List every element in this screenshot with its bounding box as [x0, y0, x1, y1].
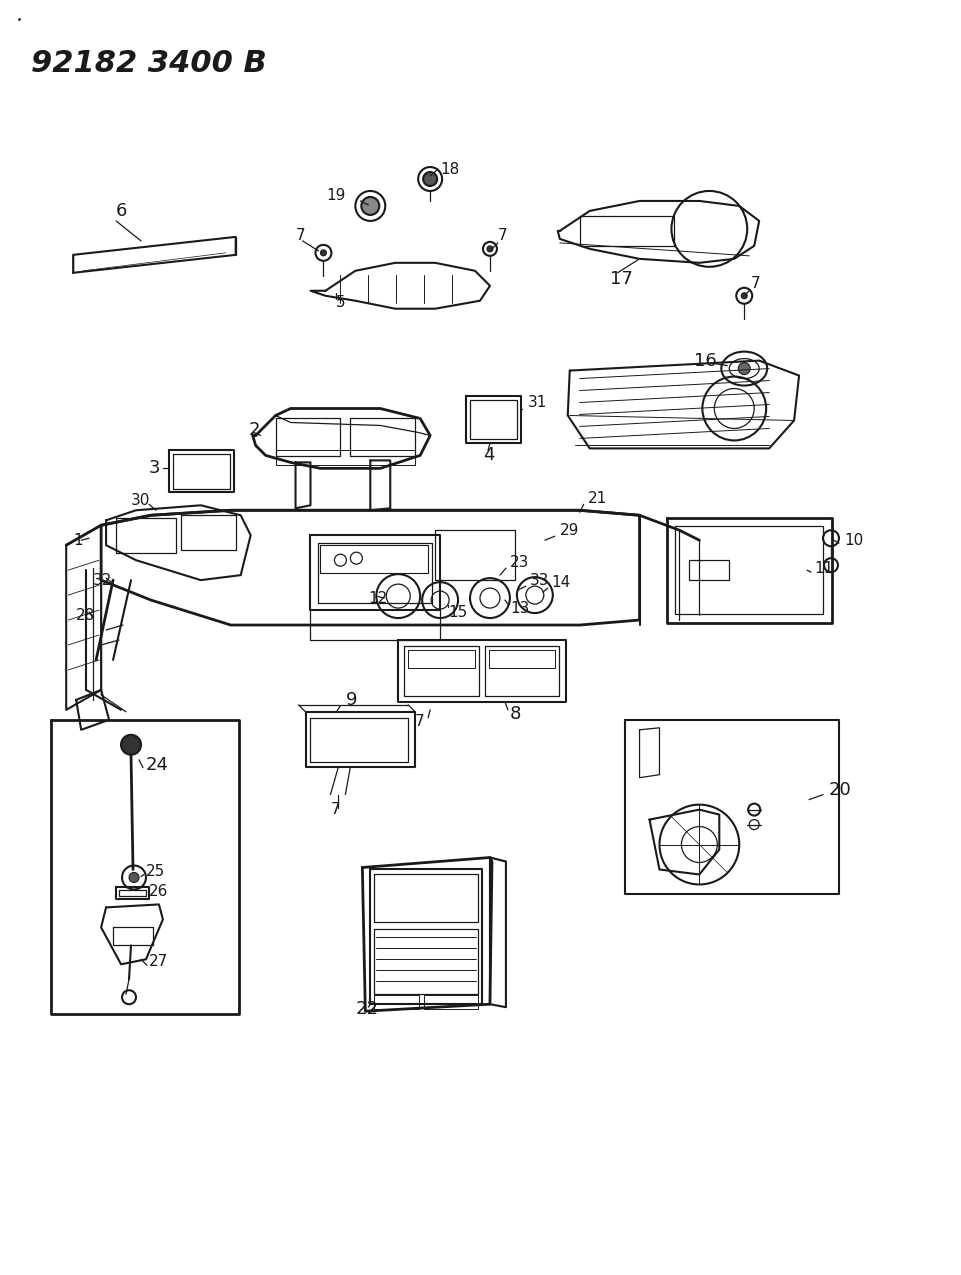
Text: 92182 3400 B: 92182 3400 B [32, 50, 267, 78]
Text: 14: 14 [552, 575, 571, 589]
Text: 10: 10 [843, 533, 862, 548]
Text: 22: 22 [355, 1000, 378, 1019]
Text: 1: 1 [73, 533, 83, 548]
Text: 29: 29 [559, 523, 579, 538]
Text: 7: 7 [295, 228, 305, 244]
Text: 30: 30 [131, 493, 150, 507]
Text: 27: 27 [149, 954, 168, 969]
Text: 18: 18 [440, 162, 459, 176]
Text: 24: 24 [146, 756, 169, 774]
Text: 3: 3 [149, 459, 160, 477]
Circle shape [741, 293, 747, 298]
Circle shape [737, 362, 750, 375]
Text: 13: 13 [509, 601, 529, 616]
Text: 15: 15 [448, 604, 467, 620]
Text: 16: 16 [694, 352, 716, 370]
Text: 4: 4 [482, 446, 494, 464]
Circle shape [423, 172, 436, 186]
Text: 7: 7 [330, 802, 339, 817]
Text: 7: 7 [415, 714, 425, 729]
Text: 25: 25 [146, 864, 165, 878]
Text: 28: 28 [76, 608, 95, 622]
Text: 20: 20 [828, 780, 850, 798]
Text: 21: 21 [587, 491, 606, 506]
Text: 19: 19 [326, 189, 345, 204]
Text: 11: 11 [813, 561, 832, 575]
Circle shape [121, 734, 141, 755]
Text: 7: 7 [498, 228, 507, 244]
Text: 17: 17 [609, 270, 631, 288]
Text: 6: 6 [116, 201, 127, 219]
Text: 9: 9 [345, 691, 357, 709]
Text: 26: 26 [149, 884, 168, 899]
Circle shape [486, 246, 492, 252]
Text: 31: 31 [528, 395, 547, 411]
Text: 8: 8 [509, 705, 521, 723]
Circle shape [361, 196, 379, 215]
Text: 32: 32 [93, 572, 112, 588]
Circle shape [320, 250, 326, 256]
Text: 23: 23 [509, 555, 529, 570]
Text: 33: 33 [530, 572, 549, 588]
Circle shape [129, 872, 138, 882]
Text: 7: 7 [751, 277, 760, 291]
Text: 12: 12 [368, 590, 387, 606]
Text: 2: 2 [248, 422, 259, 440]
Text: 5: 5 [335, 296, 345, 310]
